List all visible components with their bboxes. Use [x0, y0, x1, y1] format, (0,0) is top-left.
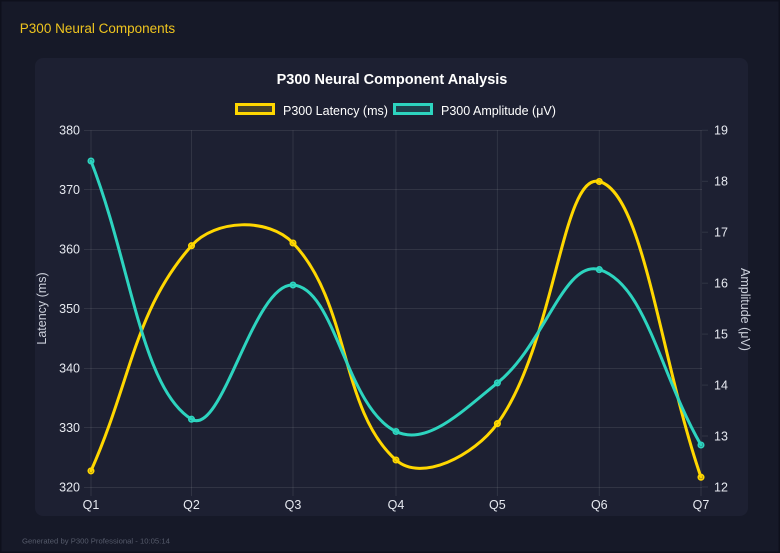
- svg-text:P300 Latency (ms): P300 Latency (ms): [283, 104, 388, 118]
- svg-text:P300 Neural Components: P300 Neural Components: [20, 21, 176, 36]
- svg-text:Q7: Q7: [693, 498, 710, 512]
- svg-text:13: 13: [714, 429, 728, 443]
- svg-text:Q5: Q5: [489, 498, 506, 512]
- svg-text:Q6: Q6: [591, 498, 608, 512]
- svg-text:370: 370: [59, 183, 80, 197]
- svg-text:330: 330: [59, 421, 80, 435]
- svg-text:12: 12: [714, 480, 728, 494]
- svg-text:340: 340: [59, 361, 80, 375]
- svg-text:Latency (ms): Latency (ms): [35, 272, 49, 344]
- svg-text:18: 18: [714, 175, 728, 189]
- svg-text:320: 320: [59, 480, 80, 494]
- svg-text:14: 14: [714, 378, 728, 392]
- svg-text:17: 17: [714, 226, 728, 240]
- svg-text:Q2: Q2: [183, 498, 200, 512]
- svg-text:Q3: Q3: [285, 498, 302, 512]
- svg-text:P300 Neural Component Analysis: P300 Neural Component Analysis: [277, 72, 508, 88]
- svg-text:Q1: Q1: [83, 498, 100, 512]
- svg-text:19: 19: [714, 124, 728, 138]
- svg-text:350: 350: [59, 302, 80, 316]
- svg-text:380: 380: [59, 124, 80, 138]
- svg-text:Q4: Q4: [388, 498, 405, 512]
- svg-text:Generated by P300 Professional: Generated by P300 Professional - 10:05:1…: [22, 537, 171, 546]
- svg-text:P300 Amplitude (μV): P300 Amplitude (μV): [441, 104, 556, 118]
- svg-text:360: 360: [59, 243, 80, 257]
- svg-text:Amplitude (μV): Amplitude (μV): [738, 268, 752, 351]
- svg-text:15: 15: [714, 327, 728, 341]
- svg-text:16: 16: [714, 277, 728, 291]
